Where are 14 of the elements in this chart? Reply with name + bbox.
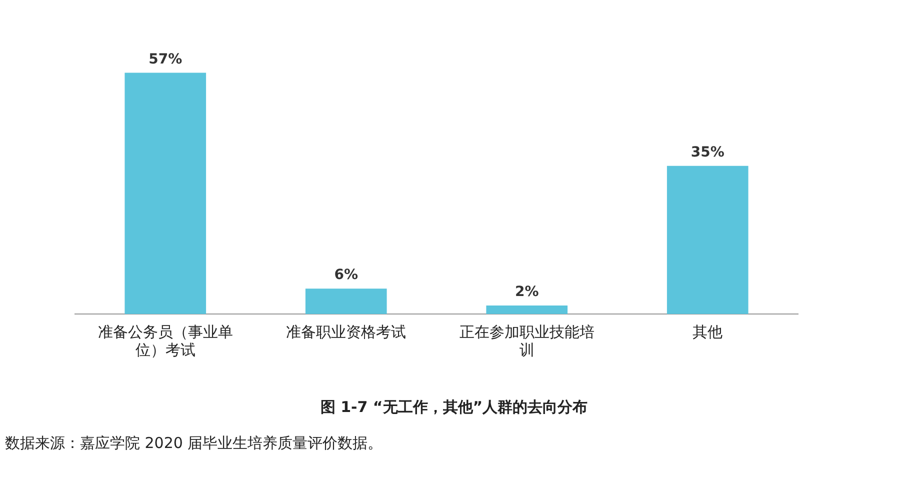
data-label: 6% xyxy=(334,267,358,284)
x-tick-label: 其他 xyxy=(692,322,723,341)
bar xyxy=(305,288,387,314)
text: 图 1-7 “无工作，其他”人群的去向分布 xyxy=(319,398,589,417)
x-tick-label: 正在参加职业技能培训 xyxy=(459,322,594,359)
bar xyxy=(666,166,748,314)
data-label: 57% xyxy=(148,51,182,68)
bar xyxy=(486,306,568,314)
data-label: 35% xyxy=(690,144,724,160)
x-tick-label: 准备公务员（事业单位）考试 xyxy=(98,322,233,359)
bar xyxy=(124,72,206,314)
x-tick-label: 准备职业资格考试 xyxy=(286,322,406,341)
data-label: 2% xyxy=(514,284,539,300)
source-note: 数据来源：嘉应学院 2020 届毕业生培养质量评价数据。 xyxy=(5,434,383,453)
